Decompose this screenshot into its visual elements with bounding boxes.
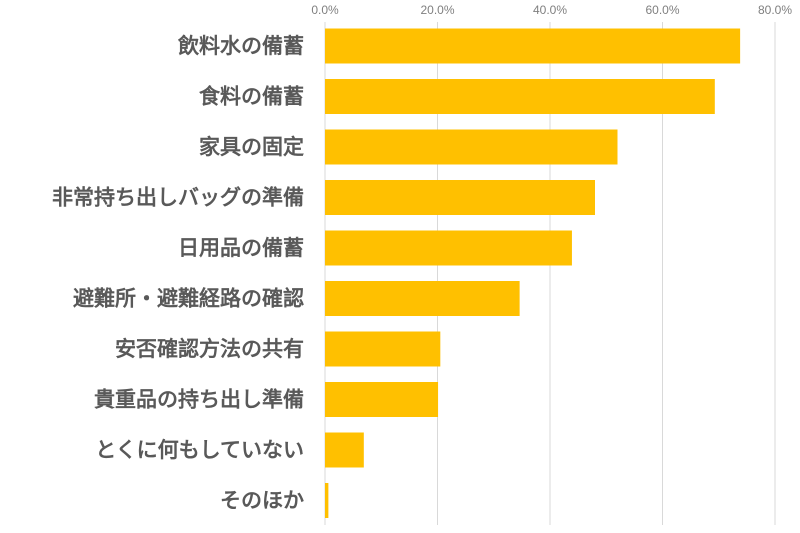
category-labels: 飲料水の備蓄食料の備蓄家具の固定非常持ち出しバッグの準備日用品の備蓄避難所・避難…: [52, 34, 304, 513]
x-tick-label: 60.0%: [645, 3, 679, 17]
bar: [325, 180, 595, 215]
category-label: 貴重品の持ち出し準備: [94, 388, 304, 412]
category-label: とくに何もしていない: [95, 438, 304, 462]
category-label: 日用品の備蓄: [178, 236, 304, 260]
x-axis-ticks: 0.0% 20.0% 40.0% 60.0% 80.0%: [311, 3, 792, 17]
x-tick-label: 40.0%: [533, 3, 567, 17]
x-tick-label: 0.0%: [311, 3, 339, 17]
category-label: そのほか: [220, 489, 304, 513]
category-label: 避難所・避難経路の確認: [73, 287, 304, 311]
bar: [325, 483, 329, 518]
bar: [325, 28, 741, 64]
x-tick-label: 80.0%: [758, 3, 792, 17]
category-label: 非常持ち出しバッグの準備: [52, 186, 304, 210]
bar: [325, 432, 364, 468]
category-label: 安否確認方法の共有: [115, 337, 304, 361]
category-label: 食料の備蓄: [199, 85, 304, 109]
bar: [325, 79, 715, 114]
bar: [325, 382, 439, 417]
bar: [325, 129, 618, 165]
category-label: 飲料水の備蓄: [177, 34, 304, 58]
bar: [325, 281, 520, 316]
category-label: 家具の固定: [199, 135, 304, 159]
bars: [325, 28, 741, 518]
x-tick-label: 20.0%: [420, 3, 454, 17]
bar: [325, 331, 441, 367]
bar: [325, 230, 572, 266]
